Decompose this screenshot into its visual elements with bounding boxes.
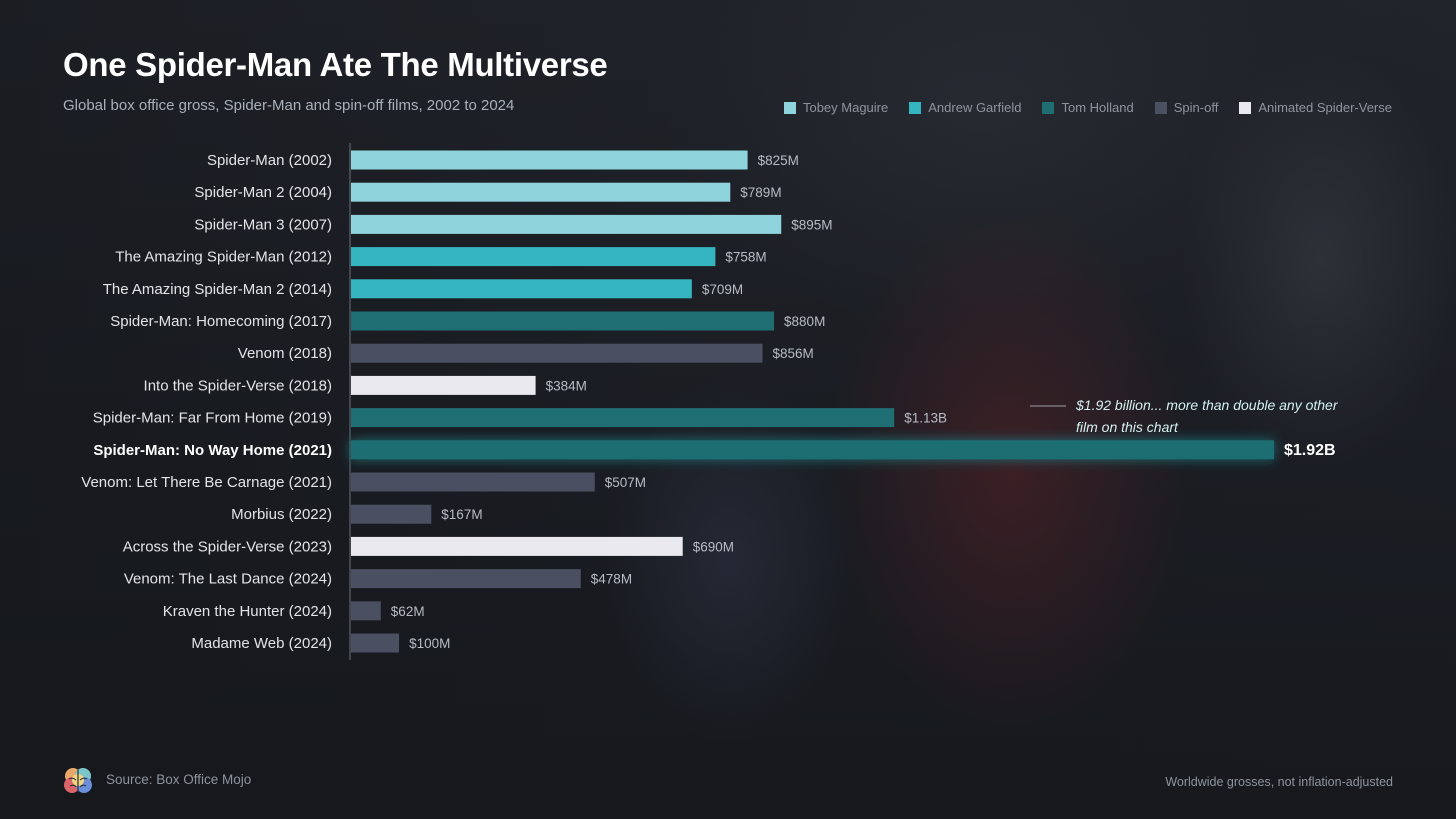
category-label: Into the Spider-Verse (2018) <box>144 377 332 394</box>
bar <box>351 633 400 653</box>
bar <box>351 601 381 621</box>
bar <box>351 375 536 395</box>
value-label: $895M <box>791 217 832 232</box>
legend-item-andrew-garfield: Andrew Garfield <box>909 100 1021 115</box>
bar <box>351 472 595 492</box>
legend-swatch <box>909 101 922 114</box>
bar <box>351 311 775 331</box>
legend-item-tom-holland: Tom Holland <box>1042 100 1134 115</box>
annotation-text: $1.92 billion... more than double any ot… <box>1075 397 1339 413</box>
category-label: Spider-Man: No Way Home (2021) <box>93 442 332 459</box>
bar <box>351 279 692 299</box>
category-label: Kraven the Hunter (2024) <box>163 603 332 620</box>
annotation-text: film on this chart <box>1076 419 1179 435</box>
bar <box>351 343 763 363</box>
category-label: Venom: Let There Be Carnage (2021) <box>81 474 332 491</box>
chart-subtitle: Global box office gross, Spider-Man and … <box>63 97 515 114</box>
category-label: The Amazing Spider-Man 2 (2014) <box>103 281 332 298</box>
value-label: $507M <box>605 475 646 490</box>
legend-item-animated-spider-verse: Animated Spider-Verse <box>1239 100 1392 115</box>
category-label: Spider-Man 2 (2004) <box>194 184 332 201</box>
bar <box>351 247 716 267</box>
category-label: Spider-Man: Homecoming (2017) <box>110 313 332 330</box>
source-note: Source: Box Office Mojo <box>106 772 252 787</box>
brain-icon <box>64 768 92 793</box>
legend-item-spin-off: Spin-off <box>1154 100 1219 115</box>
bar <box>351 536 683 556</box>
value-label: $709M <box>702 282 743 297</box>
value-label: $167M <box>441 507 482 522</box>
category-label: Morbius (2022) <box>231 506 332 523</box>
legend-label: Tobey Maguire <box>802 100 889 115</box>
legend-label: Tom Holland <box>1061 100 1134 115</box>
legend-item-tobey-maguire: Tobey Maguire <box>783 100 889 115</box>
value-label: $384M <box>546 378 587 393</box>
value-label: $1.13B <box>904 411 947 426</box>
footnote: Worldwide grosses, not inflation-adjuste… <box>1165 775 1393 789</box>
category-label: The Amazing Spider-Man (2012) <box>115 249 332 266</box>
category-label: Spider-Man (2002) <box>207 152 332 169</box>
value-label: $856M <box>773 346 814 361</box>
bar <box>351 440 1274 460</box>
chart-legend: Tobey Maguire Andrew Garfield Tom Hollan… <box>783 100 1392 115</box>
legend-label: Animated Spider-Verse <box>1258 100 1392 115</box>
bar <box>351 408 895 428</box>
value-label: $789M <box>740 185 781 200</box>
value-label: $825M <box>758 153 799 168</box>
category-label: Venom: The Last Dance (2024) <box>124 571 332 588</box>
bar <box>351 150 748 170</box>
value-label: $880M <box>784 314 825 329</box>
bar <box>351 569 581 589</box>
legend-label: Andrew Garfield <box>928 100 1022 115</box>
value-label: $758M <box>725 250 766 265</box>
category-label: Madame Web (2024) <box>191 635 332 652</box>
value-label: $1.92B <box>1284 442 1336 459</box>
legend-swatch <box>1042 101 1055 114</box>
category-label: Spider-Man: Far From Home (2019) <box>93 410 332 427</box>
legend-swatch <box>783 101 796 114</box>
legend-label: Spin-off <box>1173 100 1219 115</box>
category-label: Across the Spider-Verse (2023) <box>123 538 332 555</box>
legend-swatch <box>1154 101 1167 114</box>
value-label: $690M <box>693 539 734 554</box>
value-label: $62M <box>391 604 425 619</box>
bar <box>351 504 432 524</box>
value-label: $100M <box>409 636 450 651</box>
bar <box>351 182 731 202</box>
value-label: $478M <box>591 572 632 587</box>
chart-title: One Spider-Man Ate The Multiverse <box>63 46 608 83</box>
category-label: Venom (2018) <box>238 345 332 362</box>
bar <box>351 214 782 234</box>
category-label: Spider-Man 3 (2007) <box>194 216 332 233</box>
legend-swatch <box>1239 101 1252 114</box>
